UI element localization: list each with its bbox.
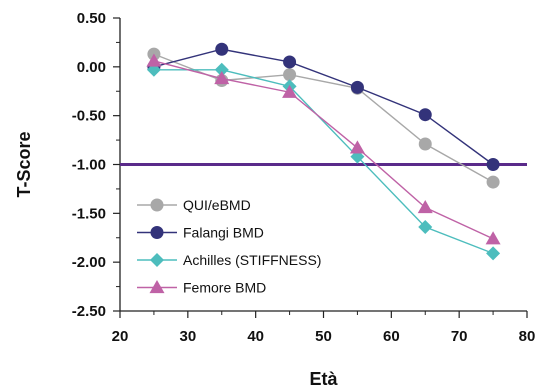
legend-marker: [149, 280, 165, 294]
x-tick-label: 30: [179, 328, 196, 345]
series-layer: [146, 42, 501, 261]
y-tick-label: -1.50: [72, 205, 106, 222]
data-point: [283, 55, 297, 69]
series-line: [153, 53, 494, 183]
data-point: [418, 137, 432, 151]
legend-item: Femore BMD: [137, 280, 266, 296]
x-tick-label: 70: [451, 328, 468, 345]
y-axis-title: T-Score: [14, 131, 34, 197]
legend-label: Femore BMD: [183, 280, 266, 296]
data-point: [418, 220, 433, 235]
data-point: [486, 175, 500, 189]
legend-label: Achilles (STIFFNESS): [183, 252, 321, 268]
series-line: [153, 69, 494, 255]
legend-item: QUI/eBMD: [137, 197, 251, 213]
series-3: [146, 53, 501, 245]
data-point: [417, 199, 433, 214]
data-point: [350, 80, 364, 94]
data-point: [282, 84, 298, 98]
x-axis-title: Età: [309, 369, 338, 389]
x-tick-label: 20: [112, 328, 129, 345]
data-point: [418, 108, 432, 122]
x-tick-label: 40: [247, 328, 264, 345]
legend-marker: [150, 198, 164, 212]
data-point: [214, 62, 229, 77]
data-point: [215, 42, 229, 56]
series-line: [153, 60, 494, 240]
legend-item: Achilles (STIFFNESS): [137, 252, 321, 268]
series-1: [147, 42, 500, 171]
y-tick-label: 0.50: [77, 10, 106, 27]
x-tick-label: 60: [383, 328, 400, 345]
data-point: [283, 68, 297, 82]
y-axis: 0.50 0.00 -0.50 -1.00 -1.50 -2.00 -2.50: [72, 10, 120, 320]
data-point: [349, 140, 365, 154]
data-point: [485, 231, 501, 245]
legend-label: Falangi BMD: [183, 225, 264, 241]
y-tick-label: -2.00: [72, 254, 106, 271]
series-line: [153, 48, 494, 166]
data-point: [486, 158, 500, 171]
y-tick-label: 0.00: [77, 59, 106, 76]
data-point: [486, 246, 501, 261]
data-point: [214, 71, 230, 85]
y-tick-label: -2.50: [72, 303, 106, 320]
x-tick-label: 80: [519, 328, 536, 345]
legend-item: Falangi BMD: [137, 225, 264, 241]
data-point: [146, 53, 162, 67]
y-tick-label: -0.50: [72, 108, 106, 125]
series-0: [147, 47, 500, 189]
legend-marker: [150, 226, 164, 239]
legend-marker: [150, 253, 164, 267]
x-tick-label: 50: [315, 328, 332, 345]
legend-label: QUI/eBMD: [183, 197, 251, 213]
legend: QUI/eBMD Falangi BMD Achilles (STIFFNESS) F…: [137, 197, 321, 296]
x-axis: 20 30 40 50 60 70 80: [112, 311, 536, 345]
y-tick-label: -1.00: [72, 157, 106, 174]
